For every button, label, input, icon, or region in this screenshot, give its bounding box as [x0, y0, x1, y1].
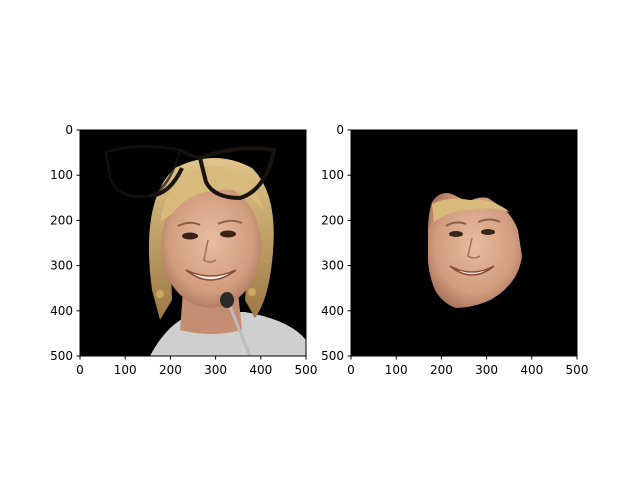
right-brow-r	[477, 218, 501, 223]
left-mic-head	[220, 292, 234, 308]
left-y-tick-label: 100	[50, 168, 73, 182]
left-y-tick-label: 500	[50, 349, 73, 363]
right-hair-fringe	[432, 198, 510, 222]
right-eye-r	[481, 229, 495, 235]
right-y-tick-label: 500	[321, 349, 344, 363]
left-hair-fringe	[160, 166, 264, 222]
left-x-tick-label: 100	[114, 363, 137, 377]
right-y-tick-label: 0	[336, 123, 344, 137]
right-y-tick-label: 100	[321, 168, 344, 182]
right-x-ticks: 0 100 200 300 400 500	[347, 356, 588, 377]
right-photo	[428, 193, 522, 308]
right-nose	[467, 237, 481, 259]
left-axes-frame	[79, 129, 307, 357]
left-face	[161, 184, 261, 308]
right-x-tick-label: 300	[475, 363, 498, 377]
left-eye-r	[220, 230, 236, 238]
right-smile	[449, 265, 495, 276]
left-mic-stand	[227, 303, 252, 356]
left-glasses-bridge	[179, 148, 201, 160]
left-x-tick-label: 0	[76, 363, 84, 377]
right-axes-frame	[350, 129, 578, 357]
left-y-tick-label: 200	[50, 213, 73, 227]
right-x-tick-label: 400	[520, 363, 543, 377]
left-eye-l	[182, 232, 198, 240]
left-y-tick-label: 300	[50, 259, 73, 273]
right-y-ticks: 0 100 200 300 400 500	[321, 123, 351, 363]
right-image-axes: 0 100 200 300 400 500 0 100 200 300 400 500	[321, 123, 588, 377]
left-glasses-lens-r	[197, 146, 277, 201]
left-photo	[104, 145, 306, 356]
left-earring-r	[248, 288, 256, 296]
left-nose	[203, 239, 217, 263]
left-x-tick-label: 400	[249, 363, 272, 377]
right-x-tick-label: 100	[385, 363, 408, 377]
left-y-tick-label: 400	[50, 304, 73, 318]
left-brow-r	[217, 219, 243, 225]
right-x-tick-label: 0	[347, 363, 355, 377]
left-brow-l	[177, 221, 201, 227]
left-earring-l	[156, 290, 164, 298]
left-glasses-lens-l	[104, 145, 182, 198]
right-brow-l	[445, 221, 467, 227]
left-y-ticks: 0 100 200 300 400 500	[50, 123, 80, 363]
left-x-tick-label: 300	[204, 363, 227, 377]
right-y-tick-label: 400	[321, 304, 344, 318]
left-y-tick-label: 0	[65, 123, 73, 137]
right-x-tick-label: 200	[430, 363, 453, 377]
left-glasses-lower-l	[149, 167, 184, 198]
left-x-tick-label: 200	[159, 363, 182, 377]
left-x-tick-label: 500	[295, 363, 318, 377]
left-image-axes: 0 100 200 300 400 500 0 100 200 300 400 500	[50, 123, 317, 377]
right-x-tick-label: 500	[566, 363, 589, 377]
left-smile	[185, 269, 237, 281]
right-eye-l	[449, 231, 463, 237]
right-y-tick-label: 200	[321, 213, 344, 227]
right-y-tick-label: 300	[321, 259, 344, 273]
left-x-ticks: 0 100 200 300 400 500	[76, 356, 317, 377]
